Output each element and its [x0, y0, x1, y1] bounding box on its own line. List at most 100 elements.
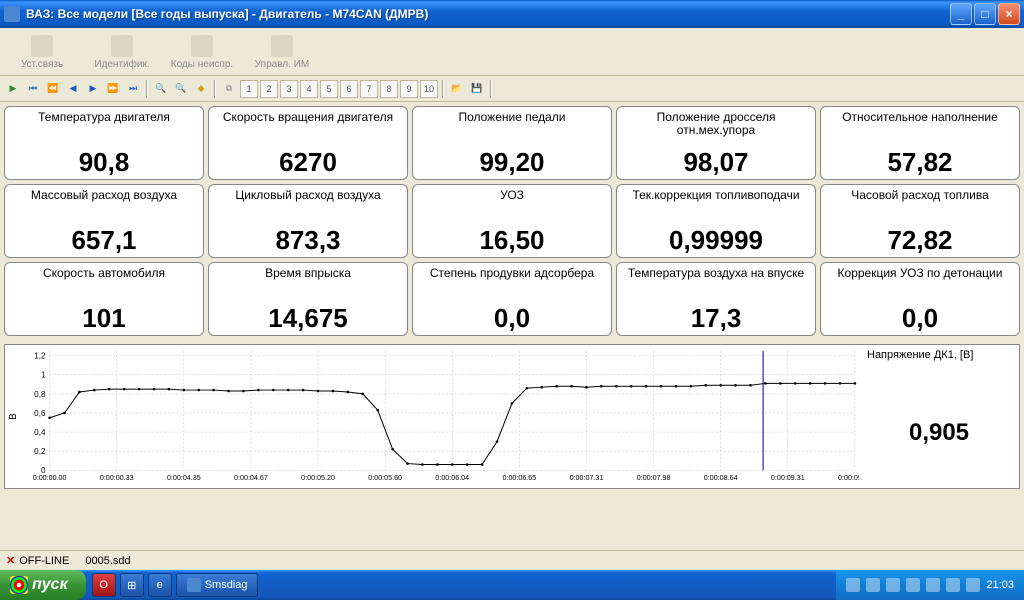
- toolbar-button-0[interactable]: Уст.связь: [2, 30, 82, 74]
- param-value: 17,3: [623, 305, 809, 333]
- preset-10[interactable]: 10: [420, 80, 438, 98]
- tray-icon[interactable]: [846, 578, 860, 592]
- windows-logo-icon: [10, 576, 28, 594]
- preset-4[interactable]: 4: [300, 80, 318, 98]
- svg-text:0:00:00.33: 0:00:00.33: [100, 475, 134, 482]
- svg-text:0,6: 0,6: [34, 409, 46, 418]
- param-label: УОЗ: [419, 189, 605, 202]
- svg-text:0:00:04.67: 0:00:04.67: [234, 475, 268, 482]
- play-button[interactable]: ▶: [4, 80, 22, 98]
- param-label: Положение педали: [419, 111, 605, 124]
- close-button[interactable]: ×: [998, 3, 1020, 25]
- param-card-12[interactable]: Степень продувки адсорбера0,0: [412, 262, 612, 336]
- preset-2[interactable]: 2: [260, 80, 278, 98]
- param-card-7[interactable]: УОЗ 16,50: [412, 184, 612, 258]
- tray-icon[interactable]: [866, 578, 880, 592]
- parameter-grid: Температура двигателя 90,8 Скорость вращен…: [0, 102, 1024, 340]
- param-value: 72,82: [827, 227, 1013, 255]
- svg-text:1: 1: [41, 371, 46, 380]
- param-label: Температура двигателя: [11, 111, 197, 124]
- param-value: 0,0: [419, 305, 605, 333]
- start-button[interactable]: пуск: [0, 570, 86, 600]
- zoom-in-button[interactable]: 🔍: [172, 80, 190, 98]
- param-card-2[interactable]: Положение педали99,20: [412, 106, 612, 180]
- preset-3[interactable]: 3: [280, 80, 298, 98]
- status-offline-label: OFF-LINE: [19, 555, 69, 567]
- step-back-button[interactable]: ◀: [64, 80, 82, 98]
- ql-ie[interactable]: e: [148, 573, 172, 597]
- tray-icon[interactable]: [946, 578, 960, 592]
- copy-button[interactable]: ⧉: [220, 80, 238, 98]
- svg-text:0,2: 0,2: [34, 447, 46, 456]
- tray-icon[interactable]: [926, 578, 940, 592]
- save-button[interactable]: 💾: [468, 80, 486, 98]
- param-card-9[interactable]: Часовой расход топлива 72,82: [820, 184, 1020, 258]
- param-card-5[interactable]: Массовый расход воздуха657,1: [4, 184, 204, 258]
- tray-icon[interactable]: [886, 578, 900, 592]
- toolbar-icon: [31, 35, 53, 57]
- maximize-button[interactable]: □: [974, 3, 996, 25]
- param-card-10[interactable]: Скорость автомобиля101: [4, 262, 204, 336]
- rewind-button[interactable]: ⏪: [44, 80, 62, 98]
- ql-desktop[interactable]: ⊞: [120, 573, 144, 597]
- toolbar-icon: [111, 35, 133, 57]
- toolbar-label: Управл. ИМ: [255, 59, 309, 70]
- param-label: Относительное наполнение: [827, 111, 1013, 124]
- svg-text:0:00:05.20: 0:00:05.20: [301, 475, 335, 482]
- param-card-8[interactable]: Тек.коррекция топливоподачи0,99999: [616, 184, 816, 258]
- preset-8[interactable]: 8: [380, 80, 398, 98]
- main-toolbar: Уст.связь Идентифик. Коды неиспр. Управл. И…: [0, 28, 1024, 76]
- taskbar: пуск O ⊞ e Smsdiag 21:03: [0, 570, 1024, 600]
- param-value: 0,99999: [623, 227, 809, 255]
- param-card-3[interactable]: Положение дросселя отн.мех.упора98,07: [616, 106, 816, 180]
- param-card-4[interactable]: Относительное наполнение 57,82: [820, 106, 1020, 180]
- clock: 21:03: [986, 579, 1014, 591]
- param-card-11[interactable]: Время впрыска14,675: [208, 262, 408, 336]
- svg-text:0:00:07.31: 0:00:07.31: [570, 475, 604, 482]
- param-card-1[interactable]: Скорость вращения двигателя6270: [208, 106, 408, 180]
- svg-text:0:00:09.31: 0:00:09.31: [771, 475, 805, 482]
- param-label: Часовой расход топлива: [827, 189, 1013, 202]
- task-app-label: Smsdiag: [205, 579, 248, 591]
- highlight-button[interactable]: ◆: [192, 80, 210, 98]
- preset-6[interactable]: 6: [340, 80, 358, 98]
- system-tray[interactable]: 21:03: [836, 570, 1024, 600]
- toolbar-button-3[interactable]: Управл. ИМ: [242, 30, 322, 74]
- param-card-13[interactable]: Температура воздуха на впуске 17,3: [616, 262, 816, 336]
- param-label: Температура воздуха на впуске: [623, 267, 809, 280]
- param-card-0[interactable]: Температура двигателя 90,8: [4, 106, 204, 180]
- param-value: 90,8: [11, 149, 197, 177]
- ql-opera[interactable]: O: [92, 573, 116, 597]
- minimize-button[interactable]: _: [950, 3, 972, 25]
- chart-readout-value: 0,905: [867, 419, 1011, 447]
- fwd-end-button[interactable]: ⏭: [124, 80, 142, 98]
- svg-text:0:00:06.04: 0:00:06.04: [435, 475, 469, 482]
- toolbar-label: Уст.связь: [21, 59, 63, 70]
- status-bar: ✕ OFF-LINE 0005.sdd: [0, 550, 1024, 570]
- chart-area[interactable]: 00,20,40,60,811,20:00:00.000:00:00.330:0…: [21, 345, 859, 488]
- svg-text:0,8: 0,8: [34, 390, 46, 399]
- toolbar-button-2[interactable]: Коды неиспр.: [162, 30, 242, 74]
- zoom-out-button[interactable]: 🔍: [152, 80, 170, 98]
- tray-icon[interactable]: [966, 578, 980, 592]
- task-app[interactable]: Smsdiag: [176, 573, 259, 597]
- preset-9[interactable]: 9: [400, 80, 418, 98]
- param-value: 16,50: [419, 227, 605, 255]
- param-value: 57,82: [827, 149, 1013, 177]
- svg-text:0:00:06.65: 0:00:06.65: [502, 475, 536, 482]
- param-label: Положение дросселя отн.мех.упора: [623, 111, 809, 137]
- open-button[interactable]: 📂: [448, 80, 466, 98]
- tray-icon[interactable]: [906, 578, 920, 592]
- param-card-6[interactable]: Цикловый расход воздуха873,3: [208, 184, 408, 258]
- step-fwd-button[interactable]: ▶: [84, 80, 102, 98]
- toolbar-label: Коды неиспр.: [171, 59, 233, 70]
- rewind-start-button[interactable]: ⏮: [24, 80, 42, 98]
- preset-1[interactable]: 1: [240, 80, 258, 98]
- fast-fwd-button[interactable]: ⏩: [104, 80, 122, 98]
- preset-5[interactable]: 5: [320, 80, 338, 98]
- task-app-icon: [187, 578, 201, 592]
- preset-7[interactable]: 7: [360, 80, 378, 98]
- svg-text:0:00:09.96: 0:00:09.96: [838, 475, 859, 482]
- toolbar-button-1[interactable]: Идентифик.: [82, 30, 162, 74]
- param-card-14[interactable]: Коррекция УОЗ по детонации0,0: [820, 262, 1020, 336]
